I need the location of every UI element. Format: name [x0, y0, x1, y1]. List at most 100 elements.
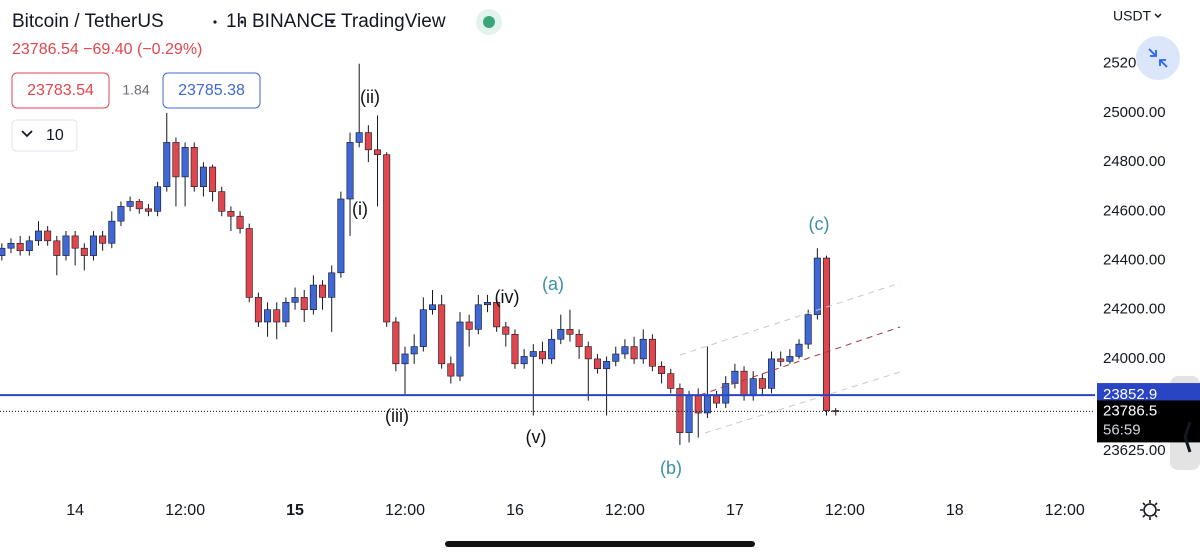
candle-body — [273, 309, 281, 323]
candle-body — [795, 343, 803, 357]
wave-label: (v) — [526, 427, 547, 447]
candle-body — [548, 338, 556, 360]
indicator-count: 10 — [46, 127, 64, 144]
settings-teeth — [1140, 500, 1160, 520]
collapse-button[interactable] — [11, 119, 78, 152]
candle-body — [584, 346, 592, 360]
candle-body — [685, 395, 693, 433]
separator — [330, 20, 334, 24]
candle-body — [135, 201, 143, 210]
candle-body — [731, 370, 739, 384]
candle-body — [71, 235, 79, 249]
x-tick-label: 16 — [506, 502, 524, 519]
candle-body — [236, 215, 244, 229]
wave-label: (a) — [542, 274, 564, 294]
x-tick-label: 12:00 — [165, 502, 205, 519]
shrink-button[interactable] — [1136, 36, 1180, 80]
candle-body — [364, 132, 372, 151]
candle-body — [282, 302, 290, 323]
candle-body — [264, 309, 272, 323]
candle-body — [676, 388, 684, 433]
spread: 1.84 — [122, 82, 149, 98]
candle-body — [16, 242, 24, 251]
candle-body — [703, 395, 711, 414]
candle-body — [749, 378, 757, 397]
candle-body — [245, 228, 253, 298]
home-indicator — [445, 541, 755, 547]
y-tick-label: 24400.00 — [1103, 251, 1166, 268]
currency[interactable]: USDT — [1113, 8, 1152, 24]
interval[interactable]: 1h — [226, 11, 247, 32]
candle-body — [447, 363, 455, 377]
x-tick-label: 14 — [66, 502, 84, 519]
candle-body — [429, 304, 437, 310]
buy-box[interactable] — [162, 72, 261, 109]
price-axis: 25200.0025000.0024800.0024600.0024400.00… — [1097, 55, 1200, 470]
candle-body — [438, 304, 446, 365]
candle-body — [511, 333, 519, 365]
wave-label: (i) — [352, 199, 368, 219]
last-price-badge — [1097, 400, 1200, 443]
candle-body — [465, 321, 473, 330]
candle-body — [813, 257, 821, 315]
candle-body — [383, 154, 391, 323]
candle-body — [126, 201, 134, 207]
candle-body — [612, 353, 620, 362]
y-tick-label: 25000.00 — [1103, 104, 1166, 121]
wave-label: (iv) — [495, 287, 520, 307]
candle-body — [823, 257, 831, 411]
ask: 23785.38 — [178, 82, 245, 99]
x-tick-label: 15 — [286, 502, 304, 519]
candle-body — [62, 235, 70, 256]
candle-body — [154, 186, 162, 212]
price-line-label: 23852.9 — [1103, 386, 1157, 403]
candle-body — [639, 338, 647, 360]
candle-body — [758, 378, 766, 389]
candle-body — [593, 358, 601, 370]
x-tick-label: 12:00 — [1045, 502, 1085, 519]
candle-body — [172, 142, 180, 178]
candle-body — [538, 351, 546, 360]
plot-area — [0, 63, 840, 445]
candle-body — [144, 208, 152, 212]
candle-body — [7, 242, 15, 249]
x-tick-label: 12:00 — [605, 502, 645, 519]
candle-body — [309, 284, 317, 310]
candle-body — [392, 321, 400, 365]
separator — [240, 20, 244, 24]
candle-body — [740, 370, 748, 397]
candle-body — [603, 361, 611, 370]
channel-upper — [679, 282, 901, 356]
channel-lower — [704, 371, 901, 434]
candle-body — [163, 142, 171, 188]
channel-middle — [699, 326, 901, 396]
candle-body — [648, 338, 656, 367]
candle-body — [529, 351, 537, 357]
x-tick-label: 17 — [726, 502, 744, 519]
candle-body — [108, 220, 116, 244]
candle-body — [804, 314, 812, 345]
x-tick-label: 12:00 — [825, 502, 865, 519]
y-tick-label: 24200.00 — [1103, 301, 1166, 318]
candle-body — [456, 321, 464, 377]
candle-body — [474, 304, 482, 330]
candle-body — [300, 297, 308, 310]
candle-body — [190, 147, 198, 188]
candle-body — [694, 395, 702, 414]
candle-body — [199, 166, 207, 188]
candle-body — [575, 333, 583, 347]
candle-body — [722, 383, 730, 404]
separator — [213, 20, 217, 24]
candle-body — [34, 230, 42, 242]
candle-body — [291, 297, 299, 303]
source: TradingView — [341, 11, 446, 32]
candle-body — [0, 247, 6, 256]
settings[interactable] — [1143, 503, 1157, 517]
sell-box[interactable] — [11, 72, 110, 109]
chevron — [1154, 13, 1162, 19]
candle-body — [566, 329, 574, 335]
candle-body — [777, 358, 785, 362]
candle-body — [346, 142, 354, 200]
y-tick-label: 24600.00 — [1103, 202, 1166, 219]
